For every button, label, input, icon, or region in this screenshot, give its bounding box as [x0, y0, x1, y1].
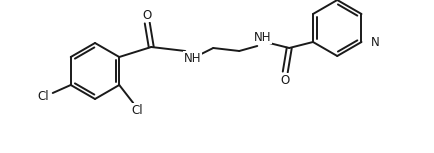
- Text: Cl: Cl: [37, 90, 49, 103]
- Text: NH: NH: [183, 52, 201, 65]
- Text: NH: NH: [253, 30, 270, 43]
- Text: Cl: Cl: [131, 103, 143, 116]
- Text: N: N: [370, 35, 378, 49]
- Text: O: O: [142, 9, 151, 22]
- Text: O: O: [280, 73, 289, 86]
